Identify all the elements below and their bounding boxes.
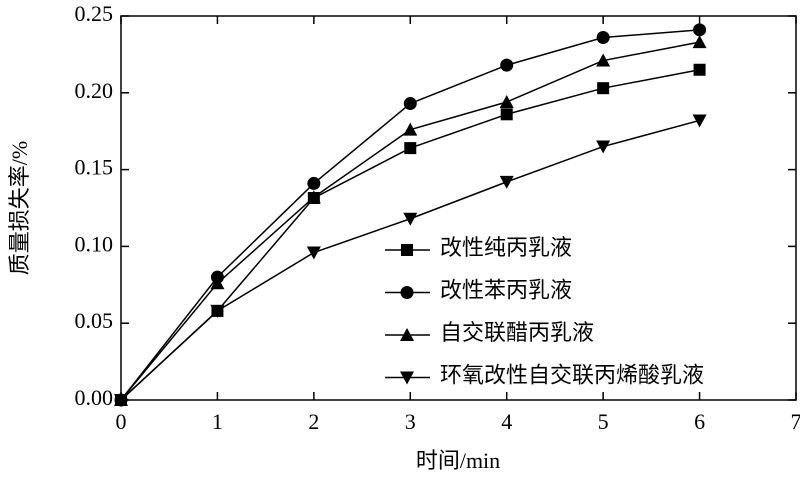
x-tick-label: 6	[694, 409, 705, 434]
data-point	[403, 122, 418, 136]
data-point	[597, 82, 610, 95]
data-point	[500, 108, 513, 121]
y-tick-label: 0.25	[75, 1, 114, 26]
data-point	[499, 95, 514, 109]
legend-label: 自交联醋丙乳液	[440, 320, 594, 345]
x-tick-label: 2	[308, 409, 319, 434]
legend-marker	[400, 371, 414, 385]
y-tick-label: 0.05	[75, 308, 114, 333]
data-point	[306, 190, 321, 204]
data-point	[210, 304, 225, 318]
data-point	[692, 35, 707, 49]
legend-label: 环氧改性自交联丙烯酸乳液	[440, 363, 704, 388]
data-point	[693, 63, 706, 76]
data-point	[596, 31, 610, 45]
x-tick-label: 1	[212, 409, 223, 434]
series-line	[120, 119, 700, 401]
x-tick-label: 3	[405, 409, 416, 434]
x-tick-label: 5	[598, 409, 609, 434]
x-tick-label: 0	[116, 409, 127, 434]
data-point	[306, 246, 321, 260]
plot-frame	[120, 15, 797, 401]
data-point	[403, 212, 418, 226]
data-point	[307, 176, 321, 190]
data-point	[114, 394, 128, 407]
y-tick-label: 0.20	[75, 78, 114, 103]
y-tick-label: 0.15	[75, 155, 114, 180]
data-point	[692, 114, 707, 128]
legend-marker	[400, 286, 414, 299]
data-point	[210, 276, 225, 290]
data-point	[404, 142, 417, 155]
data-point	[500, 58, 514, 72]
x-tick-label: 4	[501, 409, 512, 434]
series-line	[120, 69, 700, 401]
data-point	[403, 97, 417, 111]
y-tick-label: 0.10	[75, 231, 114, 256]
legend-marker	[400, 328, 414, 341]
x-tick-label: 7	[791, 409, 800, 434]
x-axis-label: 时间/min	[416, 448, 500, 473]
data-point	[596, 140, 611, 154]
data-point	[596, 53, 611, 67]
legend-label: 改性纯丙乳液	[440, 235, 572, 260]
legend-label: 改性苯丙乳液	[440, 278, 572, 303]
y-axis-label: 质量损失率/%	[7, 141, 32, 275]
legend-marker	[401, 244, 413, 256]
data-point	[499, 175, 514, 189]
data-point	[693, 23, 707, 37]
y-tick-label: 0.00	[75, 385, 114, 410]
